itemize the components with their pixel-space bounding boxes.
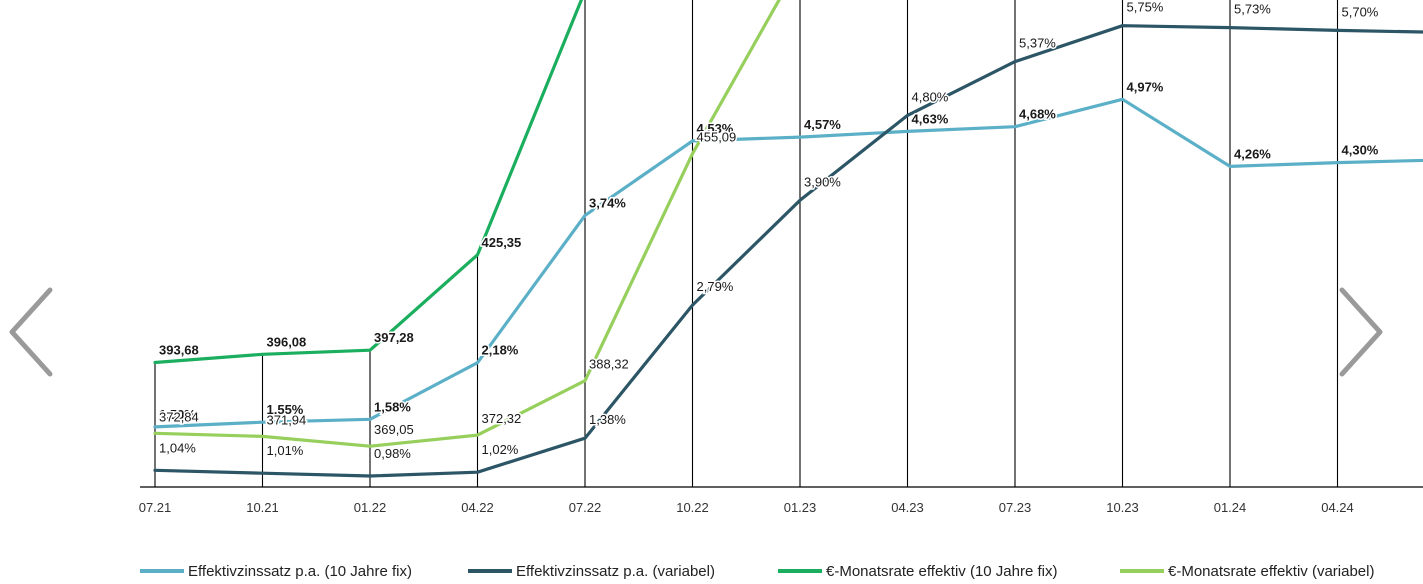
x-tick-label: 10.22 [676, 500, 709, 515]
data-label-fix_rate: 2,18% [482, 343, 519, 358]
series-line-var_payment [153, 0, 781, 448]
legend-swatch [1120, 569, 1164, 573]
data-label-var_rate: 4,80% [912, 89, 949, 104]
data-label-var_payment: 372,84 [159, 409, 199, 424]
data-label-fix_payment: 425,35 [482, 235, 522, 250]
data-label-fix_rate: 4,57% [804, 117, 841, 132]
data-label-var_payment: 372,32 [482, 411, 522, 426]
chevron-right-icon [1339, 287, 1383, 377]
legend-swatch [468, 569, 512, 573]
data-label-var_rate: 5,73% [1234, 2, 1271, 17]
x-tick-label: 01.24 [1214, 500, 1247, 515]
next-slide-button[interactable] [1332, 278, 1392, 388]
data-label-var_rate: 0,98% [374, 446, 411, 461]
x-tick-label: 01.22 [354, 500, 387, 515]
x-tick-label: 07.22 [569, 500, 602, 515]
series-line-var_rate [153, 24, 1423, 478]
data-label-var_rate: 1,38% [589, 412, 626, 427]
legend-label: €-Monatsrate effektiv (variabel) [1168, 562, 1375, 580]
data-label-fix_rate: 4,53% [697, 121, 734, 136]
data-label-var_rate: 5,75% [1127, 0, 1164, 15]
legend-label: Effektivzinssatz p.a. (10 Jahre fix) [188, 562, 412, 580]
data-label-var_rate: 5,70% [1342, 4, 1379, 19]
x-tick-label: 01.23 [784, 500, 817, 515]
legend-item-fix-rate: Effektivzinssatz p.a. (10 Jahre fix) [140, 558, 412, 584]
data-label-fix_rate: 1,50% [159, 407, 196, 422]
legend-label: Effektivzinssatz p.a. (variabel) [516, 562, 715, 580]
data-label-var_payment: 371,94 [267, 412, 307, 427]
line-chart: 1,50% 1,55% 1,58% 2,18% 3,74% 4,53% 4,57% 4,63%… [139, 0, 1423, 515]
data-label-fix_rate: 1,58% [374, 399, 411, 414]
x-tick-label: 07.23 [999, 500, 1032, 515]
data-label-fix_rate: 4,30% [1342, 143, 1379, 158]
chevron-left-icon [9, 287, 53, 377]
series-lines [153, 0, 1423, 478]
data-label-var_rate: 1,01% [267, 443, 304, 458]
data-label-var_rate: 2,79% [697, 279, 734, 294]
data-label-var_payment: 388,32 [589, 357, 629, 372]
data-label-fix_rate: 4,97% [1127, 79, 1164, 94]
grid-lines [154, 0, 1339, 487]
data-label-var_payment: 455,09 [697, 130, 737, 145]
x-tick-label: 07.21 [139, 500, 172, 515]
data-label-fix_payment: 393,68 [159, 343, 199, 358]
legend-label: €-Monatsrate effektiv (10 Jahre fix) [826, 562, 1058, 580]
x-tick-label: 04.22 [461, 500, 494, 515]
data-labels: 1,50% 1,55% 1,58% 2,18% 3,74% 4,53% 4,57% 4,63%… [158, 0, 1381, 463]
x-tick-label: 04.24 [1321, 500, 1354, 515]
data-label-fix_rate: 4,63% [912, 111, 949, 126]
series-line-fix_payment [153, 0, 584, 365]
x-axis: 07.21 10.21 01.22 04.22 07.22 10.22 01.23 04.23… [139, 486, 1423, 515]
data-label-fix_payment: 396,08 [267, 334, 307, 349]
data-label-var_rate: 1,04% [159, 440, 196, 455]
x-tick-label: 04.23 [891, 500, 924, 515]
legend-item-fix-payment: €-Monatsrate effektiv (10 Jahre fix) [778, 558, 1058, 584]
data-label-var_rate: 5,37% [1019, 36, 1056, 51]
data-label-var_payment: 369,05 [374, 422, 414, 437]
prev-slide-button[interactable] [2, 278, 62, 388]
data-label-fix_rate: 4,68% [1019, 107, 1056, 122]
data-label-fix_payment: 397,28 [374, 330, 414, 345]
data-label-fix_rate: 3,74% [589, 195, 626, 210]
legend-swatch [140, 569, 184, 573]
series-line-fix_rate [153, 97, 1423, 429]
data-label-var_rate: 3,90% [804, 174, 841, 189]
x-tick-label: 10.23 [1106, 500, 1139, 515]
legend-item-var-rate: Effektivzinssatz p.a. (variabel) [468, 558, 715, 584]
data-label-fix_rate: 4,26% [1234, 146, 1271, 161]
data-label-fix_rate: 1,55% [267, 402, 304, 417]
x-tick-label: 10.21 [246, 500, 279, 515]
legend-item-var-payment: €-Monatsrate effektiv (variabel) [1120, 558, 1374, 584]
legend-swatch [778, 569, 822, 573]
data-label-var_rate: 1,02% [482, 442, 519, 457]
